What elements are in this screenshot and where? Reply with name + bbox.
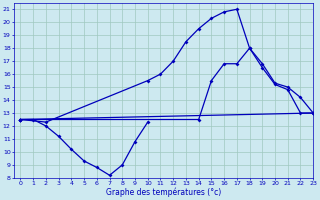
X-axis label: Graphe des températures (°c): Graphe des températures (°c): [106, 188, 221, 197]
